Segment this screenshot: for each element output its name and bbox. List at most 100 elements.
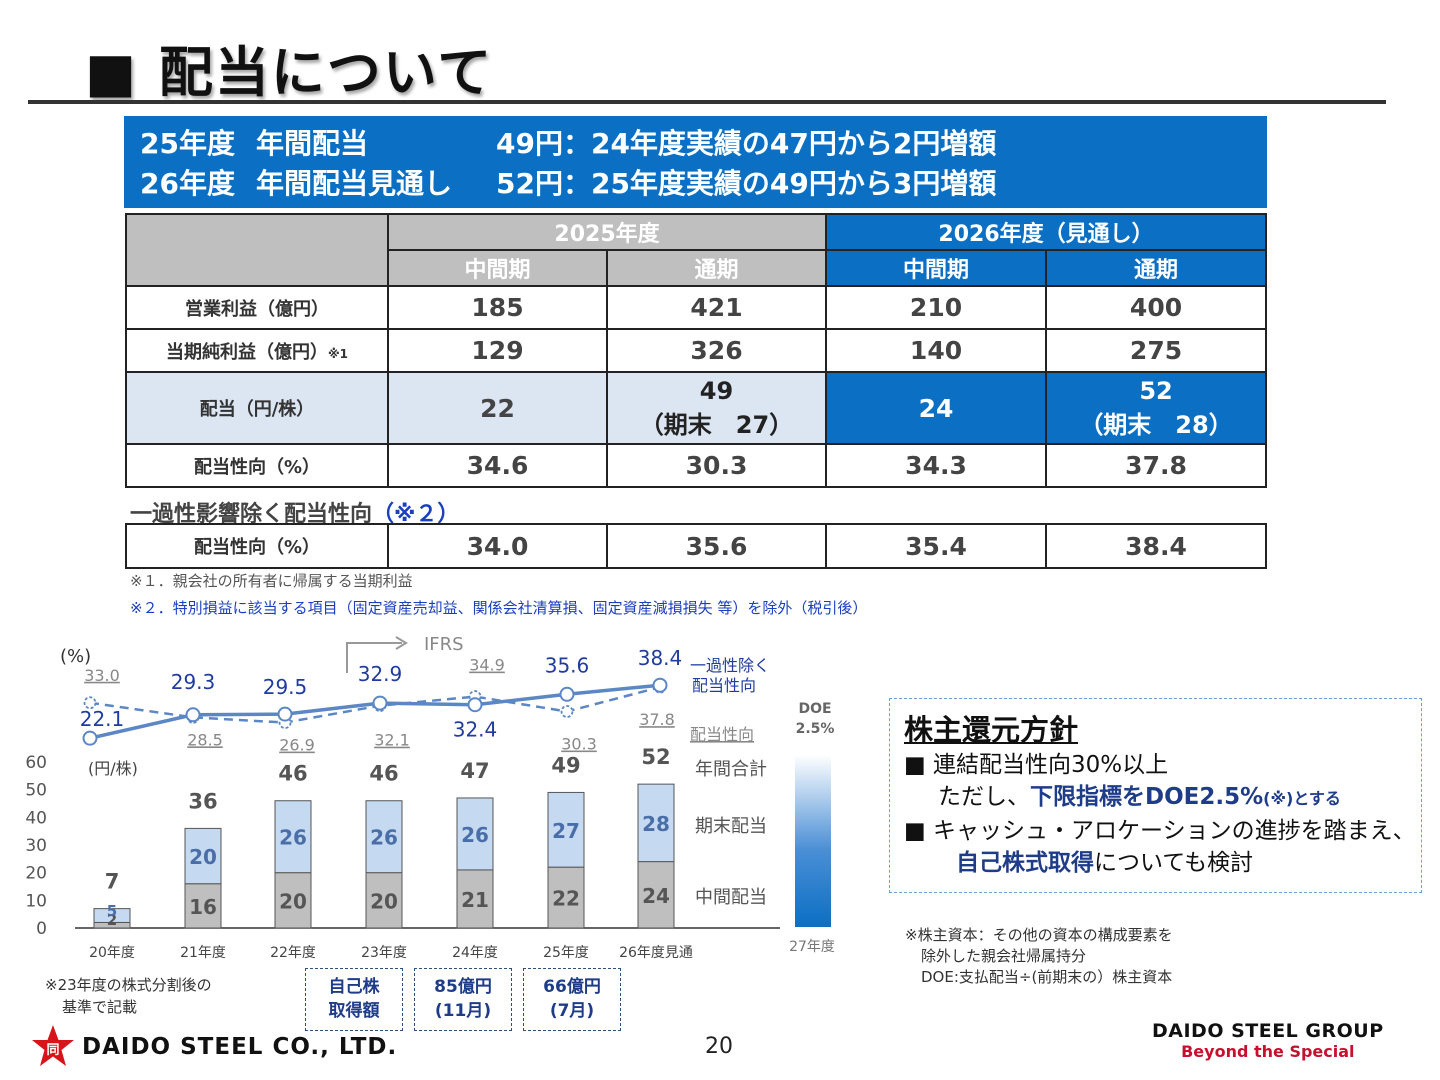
y-tick-label: 60 bbox=[25, 753, 47, 773]
y-axis-unit-yen: (円/株) bbox=[88, 759, 138, 778]
row-label: 営業利益（億円） bbox=[125, 285, 389, 330]
y-tick-label: 30 bbox=[25, 836, 47, 856]
table-row: 配当性向（%） 34.6 30.3 34.3 37.8 bbox=[125, 443, 1268, 488]
cell-value: 34.3 bbox=[825, 443, 1048, 488]
buyback-label: 自己株 取得額 bbox=[305, 968, 403, 1031]
bar-label-final: 5 bbox=[107, 902, 117, 920]
bar-interim bbox=[456, 869, 494, 929]
chart-note-line: ※23年度の株式分割後の bbox=[45, 976, 212, 994]
buyback-line: 85億円 bbox=[434, 977, 492, 997]
cell-value: 35.6 bbox=[606, 523, 827, 569]
payout-excl-point bbox=[82, 730, 98, 746]
bar-final bbox=[93, 908, 131, 923]
group-name: DAIDO STEEL GROUP bbox=[1152, 1020, 1384, 1042]
bar-label-final: 20 bbox=[189, 845, 217, 869]
payout-excl-point bbox=[559, 686, 575, 702]
cell-value: 326 bbox=[605, 328, 828, 373]
bar-label-interim: 2 bbox=[107, 911, 117, 929]
policy-bullet-2: ■ キャッシュ・アロケーションの進捗を踏まえ、 bbox=[904, 818, 1416, 844]
cell-main: 52 bbox=[1139, 377, 1173, 405]
banner-fy25: 25年度 bbox=[140, 127, 235, 160]
payout-excl-point bbox=[372, 695, 388, 711]
policy-bullet-1: ■ 連結配当性向30%以上 bbox=[904, 752, 1169, 778]
row-label-text: 当期純利益（億円） bbox=[165, 341, 328, 363]
bar-label-interim: 16 bbox=[189, 895, 217, 919]
payout-excl-label: 29.3 bbox=[171, 670, 216, 694]
title-divider bbox=[28, 100, 1386, 104]
ifrs-arrow-head-icon bbox=[395, 636, 408, 650]
buyback-fy24: 85億円 (11月) bbox=[414, 968, 512, 1031]
bar-interim bbox=[184, 883, 222, 929]
header-fy2026: 2026年度（見通し） bbox=[825, 213, 1268, 251]
cell-value: 35.4 bbox=[825, 523, 1047, 569]
table-row: 配当（円/株） 22 49 （期末 27） 24 52 （期末 28） bbox=[125, 371, 1268, 445]
payout-excl-label: 29.5 bbox=[263, 675, 308, 699]
subhead-ref: （※２） bbox=[372, 502, 460, 527]
bar-final bbox=[547, 791, 585, 868]
cell-value: 400 bbox=[1045, 285, 1268, 330]
header-2026-full: 通期 bbox=[1045, 249, 1268, 287]
cell-value: 275 bbox=[1045, 328, 1268, 373]
bar-interim bbox=[365, 872, 403, 929]
adjusted-payout-table: 配当性向（%） 34.0 35.6 35.4 38.4 bbox=[125, 523, 1267, 569]
table-row: 当期純利益（億円）※1 129 326 140 275 bbox=[125, 328, 1268, 373]
cell-value: 34.0 bbox=[387, 523, 608, 569]
dividend-summary-banner: 25年度 年間配当 49円：24年度実績の47円から2円増額 26年度 年間配当… bbox=[124, 116, 1267, 208]
buyback-line: (7月) bbox=[549, 1001, 595, 1021]
x-tick-label: 22年度 bbox=[270, 945, 316, 961]
policy-emphasis: 下限指標をDOE2.5% bbox=[1030, 784, 1264, 810]
page-number: 20 bbox=[705, 1034, 733, 1059]
shareholder-return-policy: 株主還元方針 ■ 連結配当性向30%以上 ただし、下限指標をDOE2.5%(※)… bbox=[889, 698, 1422, 893]
table-row: 配当性向（%） 34.0 35.6 35.4 38.4 bbox=[125, 523, 1267, 569]
payout-excl-label: 32.9 bbox=[358, 662, 403, 686]
bar-final bbox=[365, 800, 403, 874]
bar-label-total: 47 bbox=[460, 759, 489, 783]
payout-label: 32.1 bbox=[374, 731, 410, 750]
buyback-line: 66億円 bbox=[543, 977, 601, 997]
buyback-line: 取得額 bbox=[328, 1001, 380, 1021]
payout-excl-point bbox=[277, 706, 293, 722]
cell-value: 34.6 bbox=[387, 443, 608, 488]
payout-excl-label: 22.1 bbox=[80, 707, 125, 731]
dividend-chart: 0 10 20 30 40 50 60 (円/株) (%) 2 5 7 20年度 16 20 36 21年度 20… bbox=[0, 625, 880, 970]
subhead-text: 一過性影響除く配当性向 bbox=[130, 502, 373, 527]
bar-label-interim: 20 bbox=[370, 889, 398, 913]
ifrs-arrow bbox=[346, 642, 402, 673]
x-tick-label: 25年度 bbox=[543, 945, 589, 961]
doe-year-label: 27年度 bbox=[789, 939, 835, 955]
header-fy2025: 2025年度 bbox=[386, 213, 828, 251]
header-2025-interim: 中間期 bbox=[387, 249, 608, 287]
cell-value: 38.4 bbox=[1045, 523, 1267, 569]
dividend-chart-svg: 0 10 20 30 40 50 60 (円/株) (%) 25 7 20年度 16 20 36 21年度 20… bbox=[25, 634, 835, 961]
legend-interim: 中間配当 bbox=[695, 887, 767, 908]
company-logo: 同 DAIDO STEEL CO., LTD. bbox=[30, 1024, 397, 1070]
doe-value-label: 2.5% bbox=[796, 721, 835, 737]
bar-label-interim: 24 bbox=[642, 884, 670, 908]
payout-label: 37.8 bbox=[639, 710, 675, 729]
banner-annual-dividend: 年間配当 bbox=[256, 127, 369, 160]
cell-main: 49 bbox=[699, 377, 734, 405]
bar-label-final: 26 bbox=[461, 823, 489, 847]
row-label: 配当性向（%） bbox=[125, 523, 389, 569]
y-tick-label: 0 bbox=[36, 919, 47, 939]
legend-total: 年間合計 bbox=[695, 759, 767, 780]
payout-label: 33.0 bbox=[84, 666, 120, 685]
header-2025-full: 通期 bbox=[605, 249, 828, 287]
row-label: 配当性向（%） bbox=[125, 443, 389, 488]
cell-value: 30.3 bbox=[605, 443, 828, 488]
row-label: 配当（円/株） bbox=[125, 371, 389, 445]
page-title: ■ 配当について bbox=[85, 41, 494, 104]
policy-bullet-1b: ただし、下限指標をDOE2.5%(※)とする bbox=[904, 781, 1407, 815]
legend-excl-2: 配当性向 bbox=[692, 676, 756, 695]
legend-excl-1: 一過性除く bbox=[690, 656, 770, 675]
x-tick-label: 26年度見通 bbox=[619, 945, 693, 961]
payout-excl-point bbox=[467, 697, 483, 713]
policy-emphasis: 自己株式取得 bbox=[956, 850, 1094, 876]
cell-value: 140 bbox=[825, 328, 1048, 373]
payout-label: 30.3 bbox=[561, 735, 597, 754]
policy-note: (※)とする bbox=[1263, 789, 1341, 808]
payout-label: 26.9 bbox=[279, 736, 315, 755]
doe-bar bbox=[795, 755, 831, 927]
bar-label-final: 26 bbox=[370, 826, 398, 850]
y-tick-label: 10 bbox=[25, 891, 47, 911]
